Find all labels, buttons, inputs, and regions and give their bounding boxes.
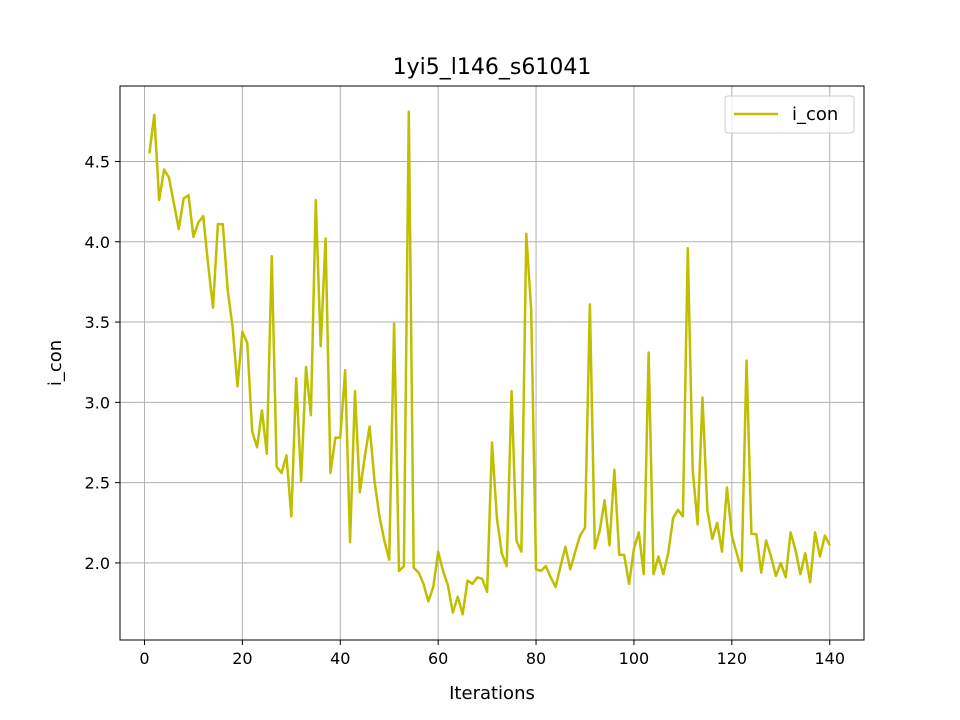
chart-title: 1yi5_l146_s61041 xyxy=(393,55,592,80)
x-tick-label: 60 xyxy=(428,649,448,668)
x-axis-label: Iterations xyxy=(449,683,535,704)
y-axis: 2.0 2.5 3.0 3.5 4.0 4.5 xyxy=(85,152,120,573)
legend: i_con xyxy=(724,95,855,134)
y-tick-label: 4.0 xyxy=(85,233,110,252)
x-tick-label: 140 xyxy=(814,649,845,668)
series-layer xyxy=(148,110,831,616)
legend-label: i_con xyxy=(792,104,838,125)
x-tick-label: 40 xyxy=(330,649,350,668)
y-tick-label: 2.5 xyxy=(85,474,110,493)
x-tick-label: 0 xyxy=(139,649,149,668)
y-tick-label: 3.5 xyxy=(85,313,110,332)
x-axis: 0 20 40 60 80 100 120 140 xyxy=(139,640,845,668)
plot-area-frame xyxy=(119,85,865,641)
legend-box xyxy=(724,95,855,134)
grid-lines xyxy=(120,86,864,640)
series-line-i_con xyxy=(148,110,831,616)
y-axis-label: i_con xyxy=(45,340,66,386)
x-tick-label: 100 xyxy=(619,649,650,668)
x-tick-label: 120 xyxy=(717,649,748,668)
x-tick-label: 80 xyxy=(526,649,546,668)
y-tick-label: 3.0 xyxy=(85,393,110,412)
x-tick-label: 20 xyxy=(232,649,252,668)
y-tick-label: 2.0 xyxy=(85,554,110,573)
y-tick-label: 4.5 xyxy=(85,152,110,171)
